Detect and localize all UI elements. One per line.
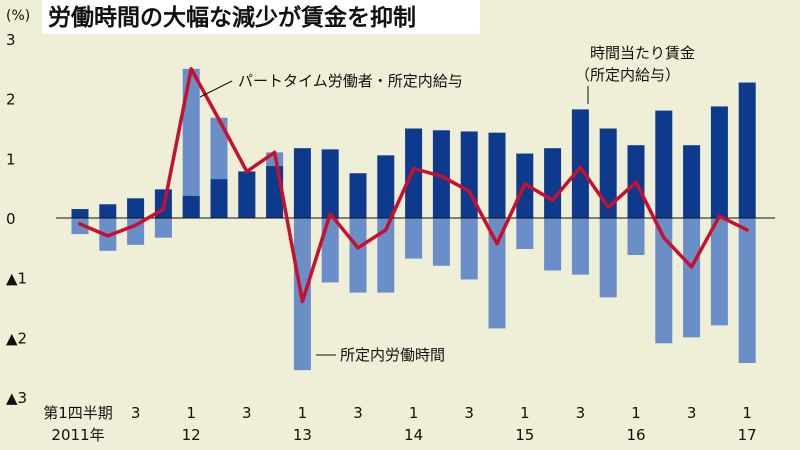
hours-bar [655,218,673,344]
y-tick-label: ▲1 [6,270,27,288]
hours-bar [182,68,200,218]
hours-bar [488,218,506,329]
hours-bar [321,218,339,283]
hourly-wage-bar [99,204,117,218]
x-tick-label: 3 [131,404,141,422]
x-tick-label: 1 [186,404,196,422]
hours-bar [460,218,478,280]
part-time-wage-line [78,67,749,304]
title-box [42,0,480,34]
y-tick-label: 2 [6,91,16,109]
part-time-annotation-leader [199,80,233,98]
x-tick-label: 3 [353,404,363,422]
y-tick-label: 0 [6,210,16,228]
x-tick-label: 1 [298,404,308,422]
hours-bar [349,218,367,293]
x-tick-label: 第1四半期 [43,404,113,422]
x-tick-label: 3 [242,404,252,422]
hourly-wage-bar [349,173,367,218]
hourly-wage-bar [405,128,423,218]
hourly-wage-bar [599,128,617,218]
hours-bar [627,218,645,255]
y-tick-label: ▲3 [6,389,27,407]
x-year-label: 2011年 [51,426,104,444]
chart-title: 労働時間の大幅な減少が賃金を抑制 [48,4,416,31]
hourly-wage-bar [71,209,89,218]
hourly-wage-bar [655,110,673,218]
x-year-label: 12 [182,426,201,444]
hourly-wage-bar [571,109,589,218]
y-tick-label: ▲2 [6,329,27,347]
hours-bar [405,218,423,259]
x-tick-label: 3 [687,404,697,422]
hours-bar [544,218,562,271]
hours-bar [432,218,450,266]
hourly-wage-bar [182,195,200,218]
hourly-wage-bar [432,130,450,218]
hours-bar [377,218,395,293]
hourly-wage-annotation-line1: 時間当たり賃金 [590,44,695,62]
hourly-wage-annotation-line2: （所定内給与） [575,66,680,84]
hourly-wage-bar [683,145,701,218]
y-tick-label: 1 [6,150,16,168]
hours-bar [571,218,589,275]
hourly-wage-bar [293,148,311,218]
y-unit-label: (%) [6,8,30,24]
x-tick-label: 1 [742,404,752,422]
hours-annotation: 所定内労働時間 [340,346,445,364]
hourly-wage-bar [238,171,256,218]
hourly-wage-bar [321,149,339,218]
hourly-wage-bar [210,179,228,218]
hours-bar [710,218,728,326]
x-year-label: 17 [738,426,757,444]
bar-series [71,68,756,371]
hourly-wage-bar [377,155,395,218]
x-year-label: 15 [515,426,534,444]
hours-bar [154,218,172,238]
x-tick-label: 1 [520,404,530,422]
x-year-label: 13 [293,426,312,444]
hours-bar [516,218,534,250]
x-year-label: 14 [404,426,423,444]
hours-bar [683,218,701,338]
x-tick-label: 1 [409,404,419,422]
y-axis-ticks: 3 2 1 0 ▲1 ▲2 ▲3 [6,31,27,407]
hourly-wage-bar [710,106,728,218]
x-tick-label: 3 [576,404,586,422]
x-tick-label: 3 [464,404,474,422]
hourly-wage-bar [738,82,756,218]
hourly-wage-bar [544,148,562,218]
part-time-annotation: パートタイム労働者・所定内給与 [238,72,463,90]
hours-bar [71,218,89,235]
hourly-wage-bar [127,198,145,218]
x-year-label: 16 [626,426,645,444]
hourly-wage-bar [488,132,506,218]
hours-bar [738,218,756,363]
y-tick-label: 3 [6,31,16,49]
x-tick-label: 1 [631,404,641,422]
hours-bar [599,218,617,298]
